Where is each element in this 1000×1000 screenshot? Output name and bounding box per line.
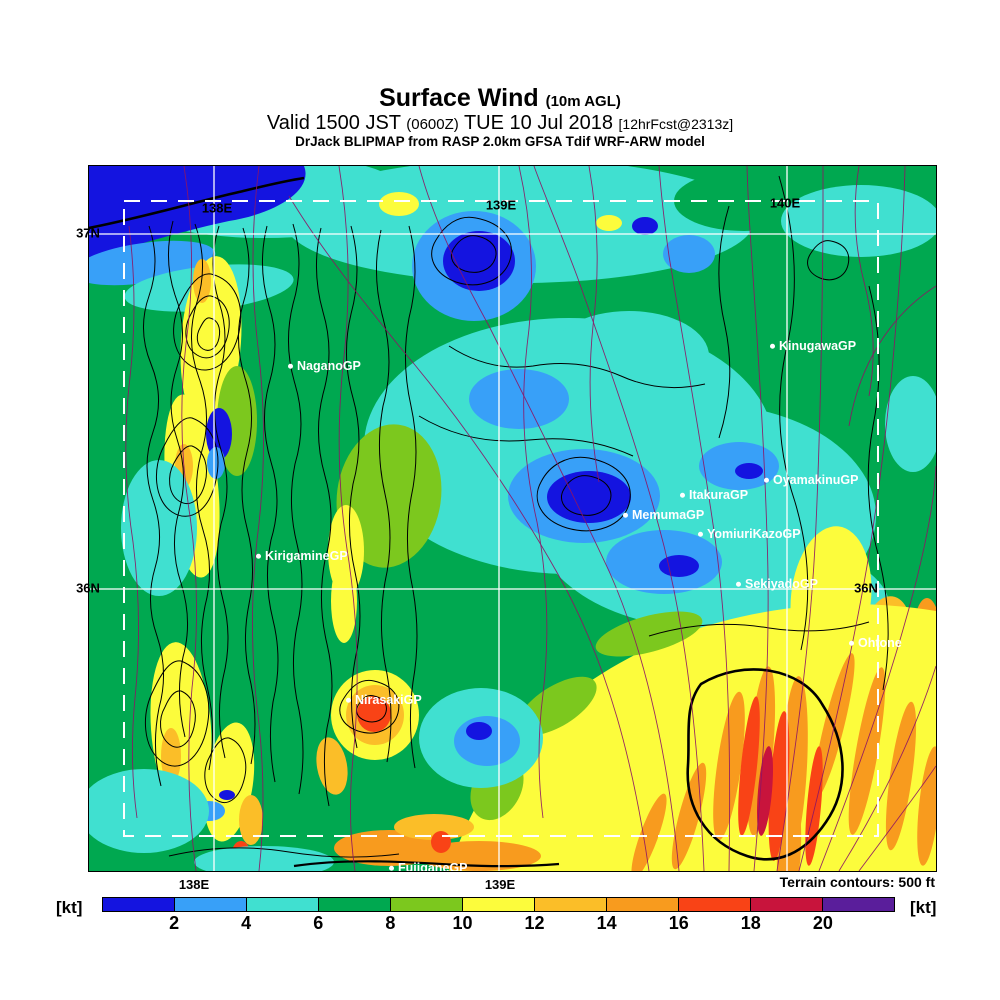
station-name: KirigamineGP	[265, 548, 348, 563]
thick-terrain-boundaries	[89, 176, 844, 868]
colorbar-tick: 18	[740, 913, 761, 933]
station-name: YomiuriKazoGP	[707, 526, 801, 541]
bottom-grid-label-139e: 139E	[484, 877, 516, 892]
station-marker-dot	[764, 477, 769, 483]
station-marker-dot	[736, 581, 741, 587]
valid-date: TUE 10 Jul 2018	[463, 112, 613, 134]
station-marker-dot	[698, 531, 703, 537]
wind-field-art	[89, 166, 936, 871]
terrain-contours-note: Terrain contours: 500 ft	[779, 874, 935, 890]
station-label: SekiyadoGP	[736, 578, 818, 591]
station-marker-dot	[346, 697, 351, 703]
nest-domain-outline	[123, 200, 879, 837]
page-title: Surface Wind (10m AGL)	[0, 84, 1000, 113]
model-line: DrJack BLIPMAP from RASP 2.0km GFSA Tdif…	[295, 134, 705, 149]
station-name: KinugawaGP	[779, 338, 857, 353]
colorbar-tick: 16	[668, 913, 689, 933]
station-label: Ohtone	[849, 637, 902, 650]
field-blobs	[89, 166, 936, 871]
colorbar-tick-labels: 2 4 6 8 10 12 14 16 18 20	[102, 913, 895, 939]
station-marker-dot	[389, 865, 394, 871]
station-name: Ohtone	[858, 635, 902, 650]
bottom-longitude-labels: 138E 139E	[0, 877, 1000, 893]
colorbar-segment	[319, 898, 391, 911]
unit-label-right: [kt]	[910, 898, 937, 917]
station-label: NaganoGP	[288, 360, 361, 373]
wind-map: NaganoGP KinugawaGP OyamakinuGP ItakuraGP Me…	[88, 165, 937, 872]
colorbar-segment	[607, 898, 679, 911]
colorbar-segment	[175, 898, 247, 911]
valid-time-line: Valid 1500 JST (0600Z) TUE 10 Jul 2018 […	[0, 112, 1000, 135]
station-label: FujiganeGP	[389, 860, 468, 872]
station-label: NirasakiGP	[346, 694, 422, 707]
latlon-gridlines	[89, 166, 936, 871]
station-marker-dot	[680, 492, 685, 498]
colorbar-segment	[391, 898, 463, 911]
colorbar-tick: 14	[596, 913, 617, 933]
station-marker-dot	[770, 343, 775, 349]
wind-speed-colorbar	[102, 897, 895, 912]
station-label: MemumaGP	[623, 509, 704, 522]
station-label: KirigamineGP	[256, 550, 348, 563]
title-agl-suffix: (10m AGL)	[545, 93, 621, 110]
station-label: OyamakinuGP	[764, 474, 858, 487]
colorbar-segment	[463, 898, 535, 911]
station-label: KinugawaGP	[770, 340, 856, 353]
colorbar-segment	[535, 898, 607, 911]
colorbar-tick: 2	[169, 913, 180, 933]
station-marker-dot	[623, 512, 628, 518]
colorbar-segment	[823, 898, 894, 911]
station-name: ItakuraGP	[689, 487, 749, 502]
colorbar-segment	[247, 898, 319, 911]
station-marker-dot	[288, 363, 293, 369]
terrain-contour-lines	[142, 175, 889, 858]
colorbar-tick: 6	[313, 913, 324, 933]
colorbar-tick: 10	[452, 913, 473, 933]
colorbar-segment	[751, 898, 823, 911]
colorbar-tick: 4	[241, 913, 252, 933]
stations-layer: NaganoGP KinugawaGP OyamakinuGP ItakuraGP Me…	[89, 166, 936, 871]
colorbar-tick: 12	[524, 913, 545, 933]
station-name: FujiganeGP	[398, 860, 468, 872]
station-name: NirasakiGP	[355, 692, 422, 707]
station-marker-dot	[256, 553, 261, 559]
valid-zulu: (0600Z)	[406, 116, 459, 133]
colorbar-tick: 8	[385, 913, 396, 933]
unit-label-left: [kt]	[56, 898, 83, 917]
station-label: YomiuriKazoGP	[698, 528, 801, 541]
station-name: SekiyadoGP	[745, 576, 818, 591]
colorbar-tick: 20	[812, 913, 833, 933]
valid-prefix: Valid 1500 JST	[266, 112, 401, 134]
valid-fcst: [12hrFcst@2313z]	[618, 116, 734, 132]
station-marker-dot	[849, 640, 854, 646]
colorbar-segment	[103, 898, 175, 911]
station-name: OyamakinuGP	[773, 472, 859, 487]
colorbar-segment	[679, 898, 751, 911]
station-name: MemumaGP	[632, 507, 705, 522]
station-label: ItakuraGP	[680, 489, 748, 502]
station-name: NaganoGP	[297, 358, 361, 373]
bottom-grid-label-138e: 138E	[178, 877, 210, 892]
title-main: Surface Wind	[379, 84, 539, 112]
